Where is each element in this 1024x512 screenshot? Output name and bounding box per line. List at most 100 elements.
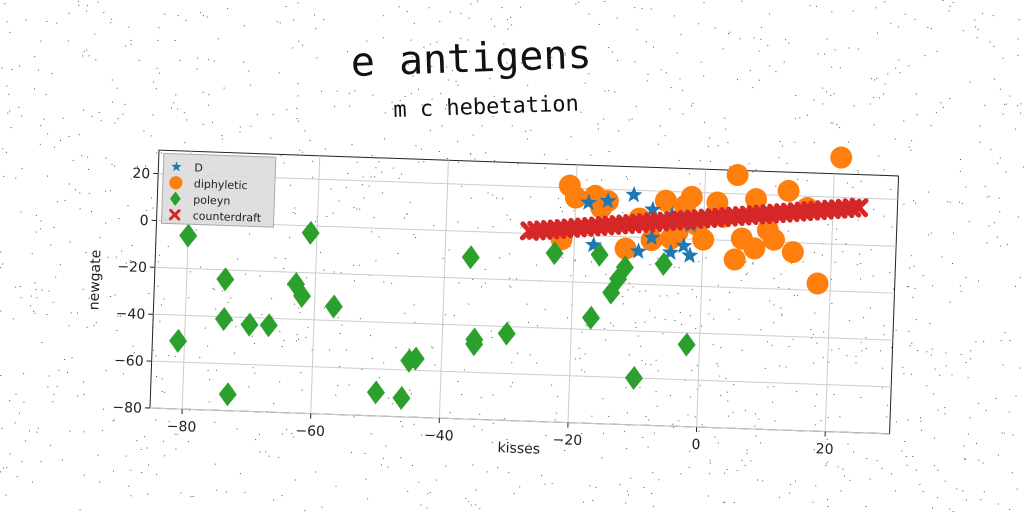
noise-speck (884, 83, 886, 85)
noise-speck (827, 506, 829, 507)
noise-speck (446, 158, 448, 159)
noise-speck (59, 264, 61, 266)
noise-speck (985, 410, 987, 412)
noise-speck (284, 258, 286, 259)
noise-speck (114, 122, 116, 124)
noise-speck (429, 43, 431, 45)
noise-speck (612, 325, 614, 327)
noise-speck (630, 477, 632, 479)
noise-speck (725, 128, 727, 130)
noise-speck (283, 268, 285, 269)
noise-speck (789, 492, 791, 494)
noise-speck (970, 350, 972, 352)
noise-speck (983, 341, 985, 343)
noise-speck (655, 359, 657, 361)
noise-speck (481, 286, 483, 288)
noise-speck (6, 85, 8, 87)
noise-speck (760, 329, 762, 331)
noise-speck (610, 322, 612, 324)
noise-speck (799, 117, 801, 119)
point-D (675, 236, 693, 254)
noise-speck (346, 349, 348, 351)
noise-speck (894, 138, 896, 140)
noise-speck (788, 346, 790, 347)
noise-speck (883, 334, 885, 336)
noise-speck (608, 151, 610, 152)
noise-speck (296, 118, 298, 119)
noise-speck (716, 363, 718, 365)
noise-speck (383, 362, 385, 364)
noise-speck (296, 107, 298, 109)
noise-speck (71, 357, 73, 359)
noise-speck (650, 364, 652, 366)
noise-speck (748, 163, 750, 165)
noise-speck (899, 72, 901, 74)
noise-speck (795, 118, 797, 120)
noise-speck (907, 286, 908, 288)
noise-speck (903, 203, 905, 205)
noise-speck (651, 493, 653, 494)
noise-speck (827, 461, 829, 463)
noise-speck (15, 393, 17, 395)
noise-speck (347, 173, 349, 174)
noise-speck (95, 322, 97, 324)
noise-speck (164, 391, 166, 393)
noise-speck (516, 278, 518, 280)
noise-speck (12, 318, 14, 320)
noise-speck (404, 312, 406, 314)
noise-speck (520, 227, 522, 229)
noise-speck (185, 19, 187, 21)
noise-speck (323, 307, 325, 309)
noise-speck (965, 186, 967, 188)
noise-speck (289, 236, 291, 238)
noise-speck (942, 0, 944, 1)
noise-speck (147, 493, 149, 495)
noise-speck (1003, 432, 1005, 434)
noise-speck (490, 18, 492, 20)
point-poleyn (218, 382, 237, 407)
noise-speck (460, 12, 462, 14)
noise-speck (889, 271, 891, 273)
noise-speck (714, 436, 716, 438)
noise-speck (510, 386, 512, 388)
noise-speck (245, 273, 246, 275)
noise-speck (1009, 340, 1011, 342)
noise-speck (412, 75, 414, 77)
noise-speck (10, 127, 12, 129)
noise-speck (811, 337, 812, 339)
noise-speck (481, 429, 483, 431)
noise-speck (203, 15, 204, 17)
y-tick-label: −80 (112, 400, 142, 417)
noise-speck (665, 72, 667, 74)
noise-speck (802, 261, 804, 263)
noise-speck (755, 435, 757, 437)
noise-speck (270, 137, 272, 139)
y-tick-label: −60 (114, 353, 144, 370)
noise-speck (35, 231, 37, 233)
noise-speck (849, 479, 851, 481)
noise-speck (863, 317, 865, 318)
noise-speck (604, 1, 606, 2)
noise-speck (831, 66, 833, 68)
noise-speck (25, 19, 27, 21)
noise-speck (129, 260, 131, 262)
noise-speck (40, 228, 42, 230)
noise-speck (378, 161, 380, 163)
noise-speck (895, 421, 897, 423)
noise-speck (860, 341, 862, 343)
noise-speck (745, 410, 746, 412)
noise-speck (0, 375, 2, 376)
noise-speck (795, 480, 796, 482)
noise-speck (890, 189, 892, 190)
noise-speck (627, 178, 629, 180)
noise-speck (860, 263, 862, 265)
noise-speck (492, 116, 494, 118)
noise-speck (806, 114, 808, 116)
noise-speck (346, 51, 348, 53)
noise-speck (45, 94, 47, 96)
x-tick-label: −60 (295, 423, 325, 440)
noise-speck (937, 409, 939, 411)
noise-speck (140, 449, 142, 450)
noise-speck (974, 19, 976, 21)
noise-speck (227, 8, 229, 10)
